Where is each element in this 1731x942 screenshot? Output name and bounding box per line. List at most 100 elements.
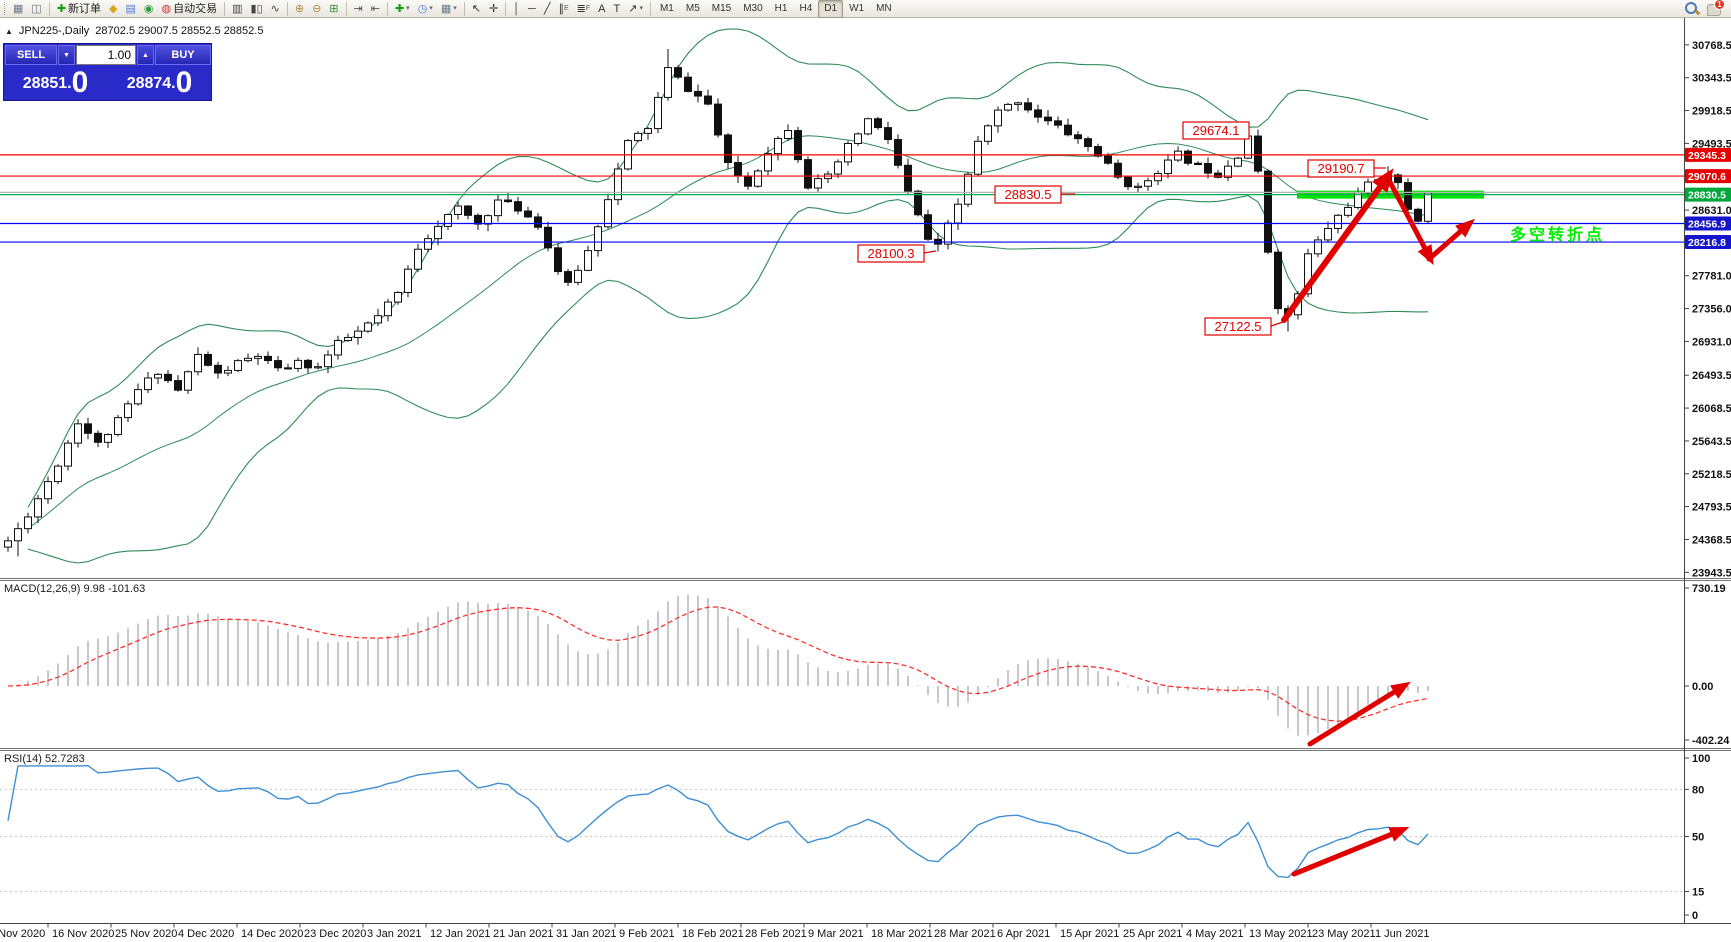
- text-label-button[interactable]: T: [609, 0, 624, 18]
- text-label-icon: T: [613, 2, 621, 15]
- sell-price-big-digit: 0: [71, 66, 89, 99]
- price-annotation-box[interactable]: [857, 244, 925, 263]
- timeframe-w1-button[interactable]: W1: [849, 2, 865, 14]
- date-label: 14 Dec 2020: [241, 928, 303, 940]
- data-window-button[interactable]: ▤: [122, 0, 140, 18]
- price-annotation-box[interactable]: [1182, 121, 1250, 140]
- chart-shift-button[interactable]: ⇤: [367, 0, 384, 18]
- auto-scroll-button[interactable]: ⇥: [350, 0, 367, 18]
- price-annotation-label: 27122.5: [1215, 319, 1262, 334]
- date-label: 21 Jan 2021: [493, 928, 554, 940]
- candle-body: [574, 269, 582, 283]
- timeframe-m15-button[interactable]: M15: [711, 2, 732, 14]
- search-icon[interactable]: [1684, 1, 1699, 16]
- notifications-icon[interactable]: 1: [1707, 0, 1725, 16]
- chart-title: ▲ JPN225-,Daily 28702.5 29007.5 28552.5 …: [5, 25, 263, 37]
- bar-chart-mode-button[interactable]: ▥: [228, 0, 246, 18]
- cursor-button[interactable]: ↖: [468, 0, 485, 18]
- trend-arrow[interactable]: [1281, 173, 1391, 323]
- price-annotation-box[interactable]: [1204, 317, 1272, 336]
- timeframe-h1-button[interactable]: H1: [774, 2, 788, 14]
- bull-bear-turning-point-note[interactable]: 多空转折点: [1510, 227, 1606, 244]
- text-button[interactable]: A: [594, 0, 609, 18]
- timeframe-h4-button[interactable]: H4: [799, 2, 813, 14]
- rsi-tick-label: 50: [1692, 832, 1704, 844]
- fibonacci-retracement-button[interactable]: ≣ F: [573, 0, 595, 18]
- periods-button[interactable]: ◷ ▾: [414, 0, 437, 18]
- tile-windows-button[interactable]: ⊞: [325, 0, 342, 18]
- zoom-in-button[interactable]: ⊕: [291, 0, 308, 18]
- candle-body: [354, 330, 362, 338]
- price-tick-label: 27781.0: [1692, 271, 1731, 283]
- candle-body: [864, 118, 872, 135]
- equidistant-channel-icon: ∥: [558, 2, 564, 15]
- candle-body: [1024, 102, 1032, 111]
- horizontal-line-button[interactable]: ─: [524, 0, 540, 18]
- candle-body: [1154, 173, 1162, 182]
- timeframe-d1-button[interactable]: D1: [818, 0, 844, 18]
- signals-button[interactable]: ◉: [140, 0, 158, 18]
- candle-body: [424, 238, 432, 250]
- timeframe-m1-button[interactable]: M1: [659, 2, 674, 14]
- fibonacci-retracement-icon: ≣: [576, 2, 586, 15]
- price-annotation-box[interactable]: [1307, 159, 1375, 178]
- trend-arrow[interactable]: [1307, 683, 1407, 747]
- timeframe-m30-button[interactable]: M30: [743, 2, 763, 14]
- date-label: 4 Dec 2020: [178, 928, 234, 940]
- candle-body: [584, 250, 592, 271]
- price-badge: [1685, 147, 1731, 162]
- toolbar-separator: [286, 1, 288, 16]
- rsi-name: RSI(14): [4, 753, 42, 765]
- symbol-period-label: JPN225-,Daily: [18, 25, 90, 37]
- trend-arrow[interactable]: [1387, 179, 1433, 261]
- volume-increase-button[interactable]: ▲: [137, 45, 154, 65]
- market-watch-button[interactable]: ◆: [105, 0, 121, 18]
- collapse-icon[interactable]: ▲: [5, 27, 13, 36]
- candle-body: [1214, 172, 1222, 178]
- equidistant-channel-button[interactable]: ∥ E: [554, 0, 572, 18]
- rsi-line: [7, 764, 1429, 879]
- sell-button[interactable]: SELL: [5, 45, 57, 65]
- autotrading-button[interactable]: ◍ 自动交易: [158, 0, 222, 18]
- candle-body: [164, 373, 172, 382]
- templates-button[interactable]: ▦ ▾: [437, 0, 461, 18]
- trend-arrow[interactable]: [1291, 827, 1405, 877]
- candle-body: [1314, 239, 1322, 255]
- candle-body: [104, 434, 112, 443]
- new-order-button[interactable]: ✚ 新订单: [53, 0, 105, 18]
- new-chart-button[interactable]: ▦: [9, 0, 27, 18]
- date-label: 18 Feb 2021: [682, 928, 744, 940]
- timeframe-m5-button[interactable]: M5: [685, 2, 700, 14]
- market-watch-icon: ◆: [109, 2, 118, 15]
- candle-body: [374, 315, 382, 324]
- arrows-button[interactable]: ↗ ▾: [624, 0, 647, 18]
- zoom-out-button[interactable]: ⊖: [308, 0, 325, 18]
- toolbar-grip: [4, 2, 7, 15]
- buy-button[interactable]: BUY: [155, 45, 211, 65]
- candle-body: [414, 248, 422, 270]
- volume-decrease-button[interactable]: ▼: [58, 45, 75, 65]
- macd-indicator-label: MACD(12,26,9) 9.98 -101.63: [4, 583, 145, 595]
- tile-windows-icon: ⊞: [329, 2, 339, 15]
- indicators-button[interactable]: ✚ ▾: [391, 0, 414, 18]
- rsi-indicator-label: RSI(14) 52.7283: [4, 753, 85, 765]
- volume-input[interactable]: [76, 45, 136, 65]
- profiles-button[interactable]: ◫: [27, 0, 45, 18]
- toolbar-buttons: ▦ ◫ ✚ 新订单 ◆ ▤ ◉ ◍ 自动交易 ▥ ▮▯ ∿ ⊕ ⊖ ⊞ ⇥ ⇤ ✚ ▾ ◷ ▾ ▦ ▾ ↖ ✛ │ ─ ╱ ∥ E ≣ F A T…: [2, 0, 898, 18]
- sell-price[interactable]: 28851. 0: [5, 66, 106, 99]
- trend-arrow-head: [1372, 168, 1394, 193]
- candlestick-mode-button[interactable]: ▮▯: [247, 0, 267, 18]
- buy-price[interactable]: 28874. 0: [109, 66, 210, 99]
- price-tick-label: 25218.5: [1692, 469, 1731, 481]
- trendline-button[interactable]: ╱: [540, 0, 555, 18]
- timeframe-mn-button[interactable]: MN: [876, 2, 892, 14]
- line-chart-mode-button[interactable]: ∿: [267, 0, 284, 18]
- candle-body: [444, 213, 452, 227]
- vertical-line-button[interactable]: │: [509, 0, 524, 18]
- candle-body: [434, 225, 442, 240]
- price-annotation-label: 29190.7: [1318, 161, 1365, 176]
- price-annotation-box[interactable]: [994, 185, 1062, 204]
- price-tick-label: 30343.5: [1692, 73, 1731, 85]
- candle-body: [174, 380, 182, 391]
- crosshair-button[interactable]: ✛: [485, 0, 502, 18]
